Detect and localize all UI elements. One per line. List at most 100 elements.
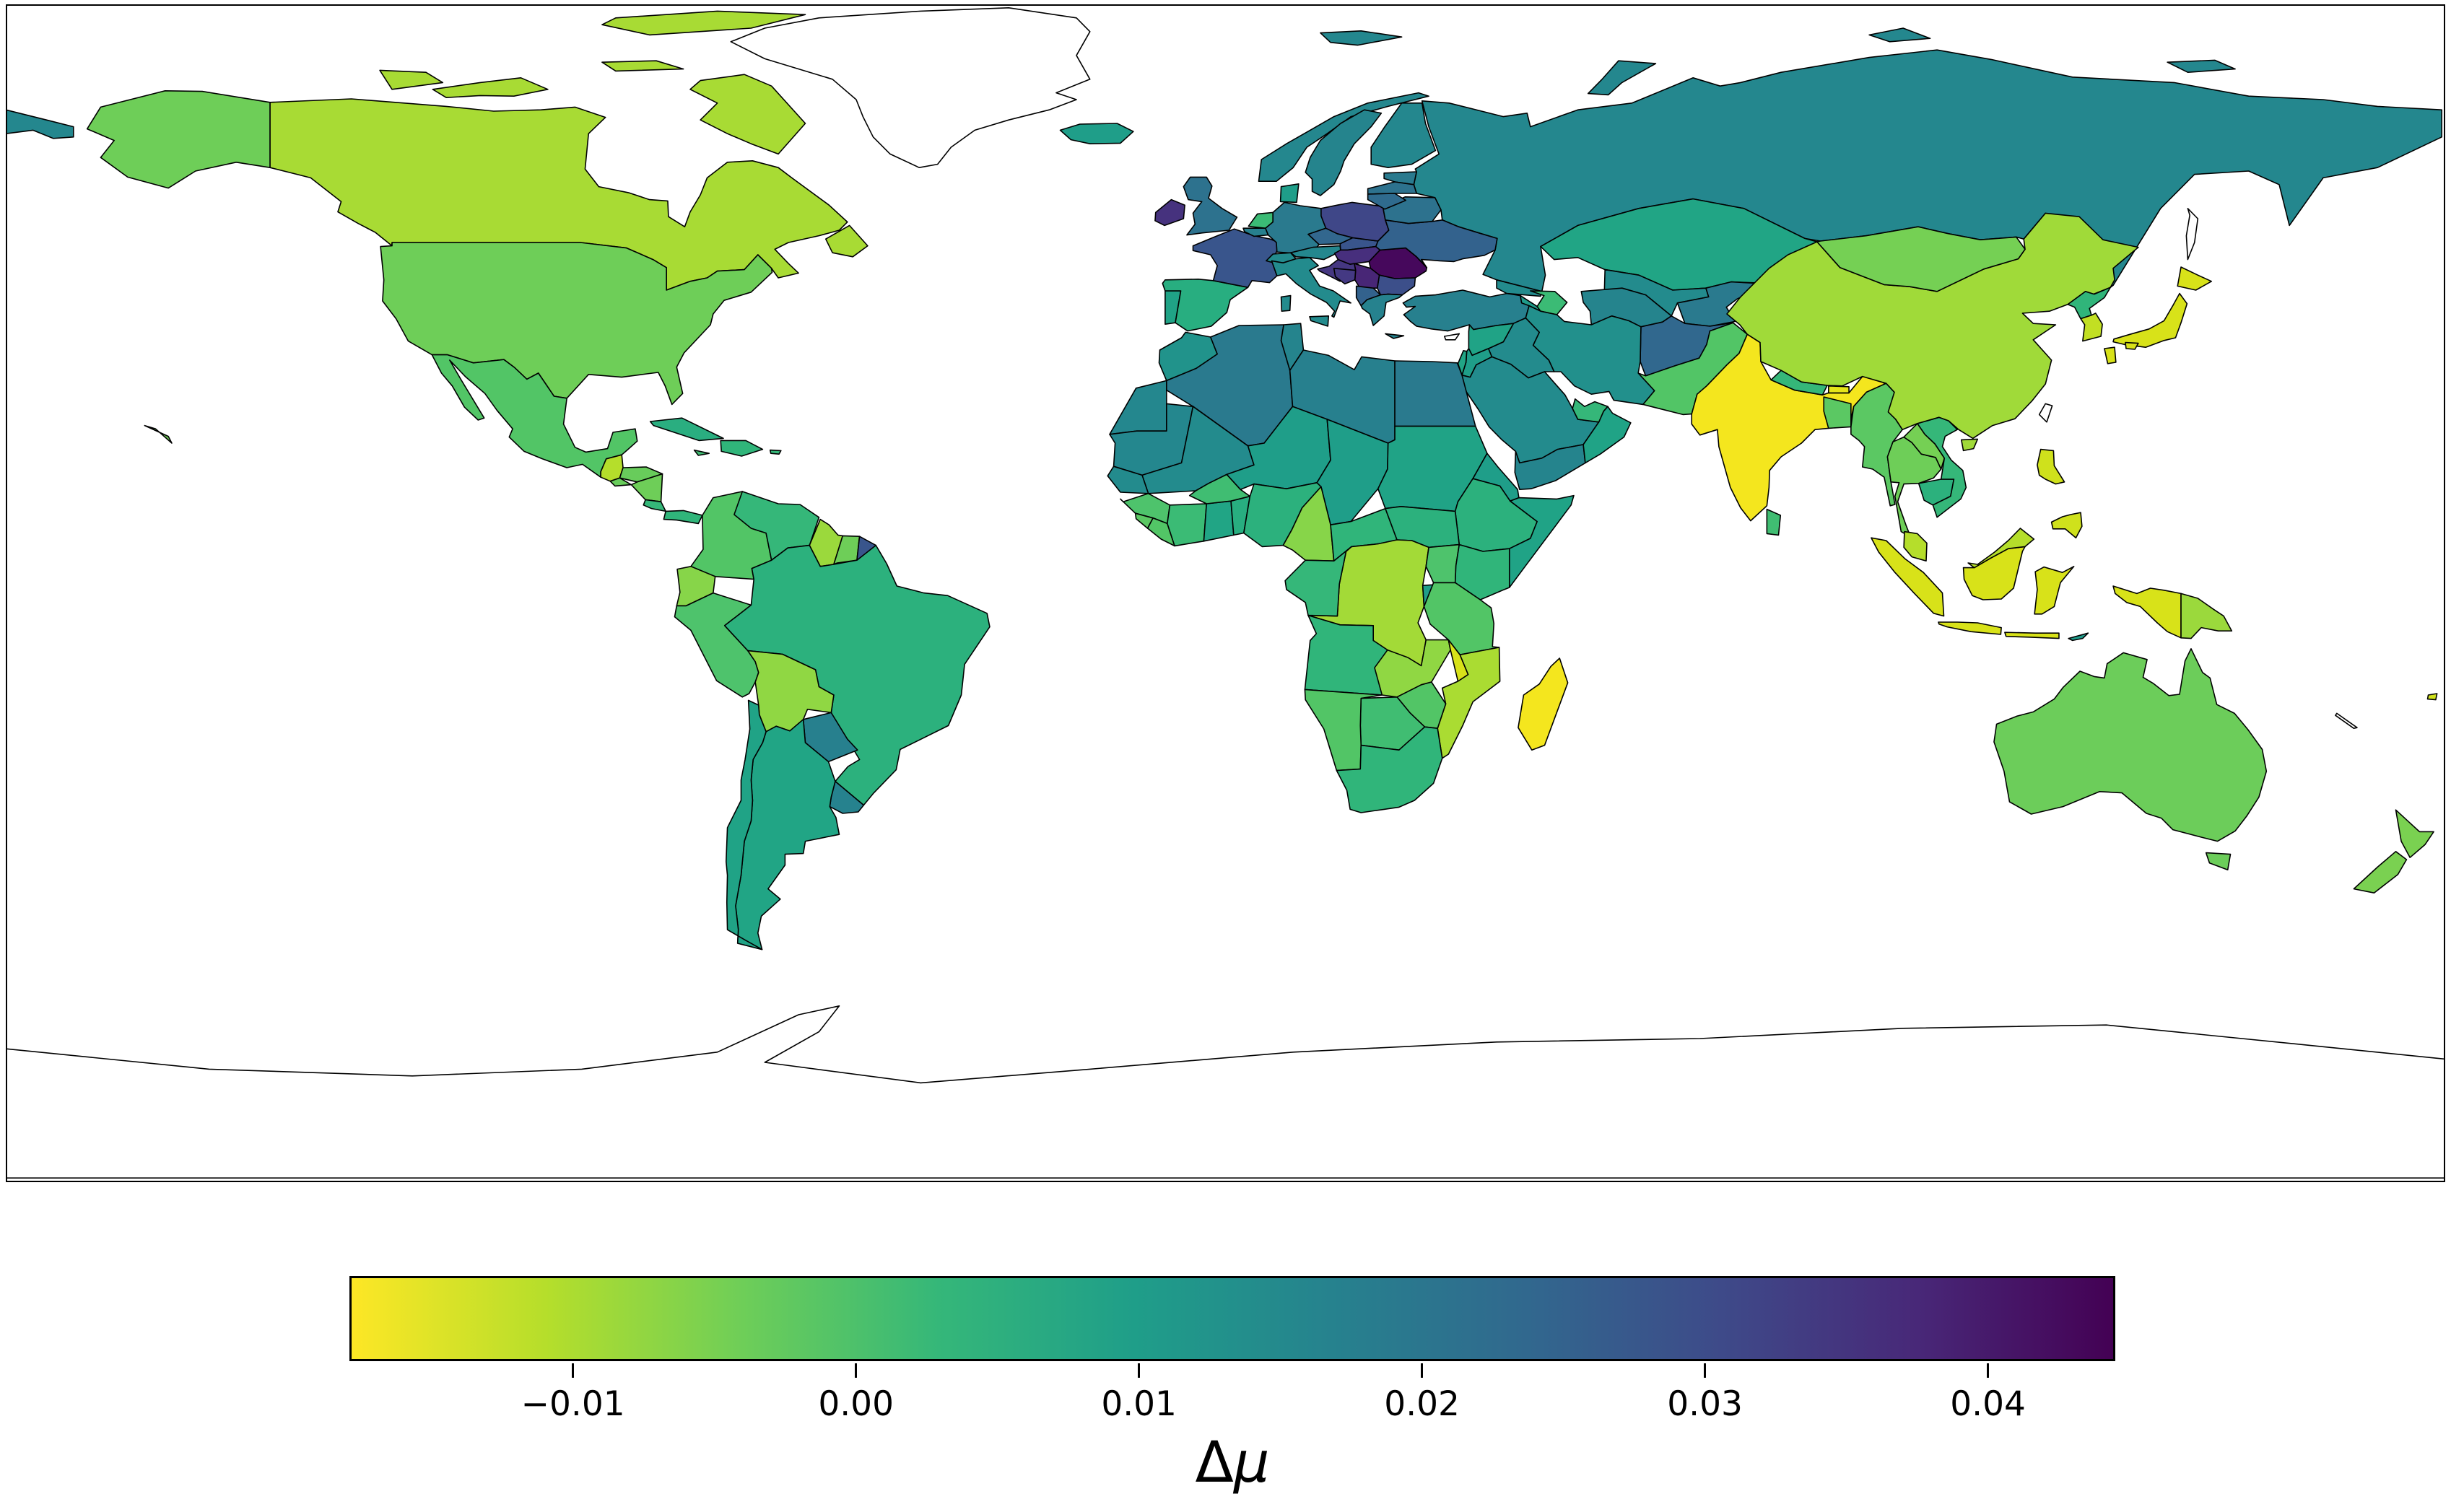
- world-map: [6, 4, 2445, 1182]
- country-malaysia: [1903, 530, 1928, 561]
- country-canada: [824, 224, 868, 258]
- map-frame: [6, 4, 2445, 1182]
- colorbar-tick: [1704, 1363, 1707, 1378]
- country-south-africa: [1336, 726, 1443, 813]
- country-russia: [1587, 60, 1657, 96]
- country-congo-and-gabon: [1284, 546, 1352, 617]
- country-syria: [1468, 323, 1515, 357]
- country-ghana: [1203, 500, 1235, 542]
- country-japan: [2125, 341, 2139, 350]
- country-australia: [1993, 648, 2268, 842]
- country-fiji: [2426, 693, 2438, 701]
- country-ireland: [1154, 198, 1185, 227]
- country-sakhalin: [2185, 208, 2199, 261]
- country-canada: [601, 10, 806, 36]
- country-cyprus: [1443, 333, 1460, 341]
- country-somalia: [1508, 494, 1575, 588]
- country-philippines: [2037, 448, 2065, 485]
- country-greenland: [730, 7, 1091, 168]
- country-bulgaria: [1376, 274, 1416, 296]
- country-kenya: [1454, 543, 1510, 600]
- country-united-states: [144, 424, 173, 444]
- country-russia: [1413, 49, 2443, 292]
- country-papua-new-guinea: [2180, 593, 2233, 639]
- colorbar-tick-label: 0.00: [818, 1384, 894, 1424]
- country-greece: [1360, 293, 1403, 326]
- country-western-sahara: [1109, 380, 1167, 435]
- colorbar-tick-label: 0.04: [1950, 1384, 2026, 1424]
- country-bosnia-and-herzegovina: [1333, 268, 1357, 285]
- country-ivory-coast: [1167, 503, 1208, 547]
- country-iceland: [1059, 123, 1134, 144]
- country-norway: [1320, 30, 1403, 46]
- country-madagascar: [1518, 657, 1569, 751]
- country-japan: [2104, 346, 2117, 364]
- country-italy: [1280, 294, 1292, 312]
- country-indonesia: [2112, 585, 2182, 639]
- country-new-caledonia: [2335, 712, 2358, 729]
- country-china: [1960, 438, 1979, 452]
- colorbar-gradient: [349, 1276, 2115, 1361]
- country-tanzania: [1423, 582, 1500, 655]
- country-malaysia: [1967, 528, 2035, 569]
- country-united-states: [86, 90, 271, 189]
- country-zambia: [1374, 639, 1451, 698]
- country-russia: [2167, 59, 2236, 73]
- country-indonesia: [2034, 566, 2075, 615]
- colorbar-tick: [1138, 1363, 1141, 1378]
- country-bangladesh: [1823, 396, 1852, 429]
- country-sri-lanka: [1766, 508, 1782, 536]
- country-united-arab-emirates-and-qatar: [1572, 398, 1608, 423]
- country-japan: [2112, 292, 2188, 348]
- country-senegal: [1107, 466, 1149, 494]
- country-cuba: [649, 417, 724, 442]
- country-canada: [601, 60, 684, 72]
- country-denmark: [1279, 183, 1299, 204]
- colorbar-tick-label: 0.02: [1384, 1384, 1460, 1424]
- country-australia: [2205, 852, 2232, 870]
- country-chile: [725, 699, 767, 951]
- country-japan: [2177, 266, 2213, 291]
- country-antarctica: [6, 1005, 2445, 1179]
- country-south-korea: [2080, 313, 2103, 342]
- country-lithuania: [1367, 193, 1406, 210]
- colorbar-tick-label: 0.01: [1101, 1384, 1177, 1424]
- country-hispaniola: [720, 440, 764, 457]
- country-ukraine: [1375, 219, 1498, 268]
- country-italy: [1309, 315, 1330, 327]
- country-costa-rica: [643, 499, 666, 512]
- country-france: [1192, 228, 1281, 288]
- country-indonesia: [1938, 621, 2002, 635]
- country-canada: [689, 74, 806, 155]
- country-greece: [1385, 333, 1405, 339]
- country-jamaica: [693, 449, 710, 456]
- country-shapes: [6, 7, 2445, 1179]
- country-russia: [6, 109, 74, 139]
- country-mongolia: [1816, 226, 2026, 292]
- country-finland: [1370, 102, 1437, 168]
- country-puerto-rico: [769, 449, 782, 455]
- country-vietnam: [1917, 416, 1967, 518]
- colorbar-tick-label: −0.01: [521, 1384, 625, 1424]
- country-indonesia: [1871, 537, 1945, 617]
- country-north-korea: [2067, 287, 2112, 320]
- country-new-zealand: [2395, 809, 2434, 858]
- country-russia: [1868, 27, 1931, 43]
- country-philippines: [2050, 512, 2083, 538]
- country-canada: [379, 69, 444, 90]
- country-uganda: [1425, 543, 1460, 584]
- country-indonesia: [2004, 632, 2060, 639]
- country-united-kingdom: [1183, 176, 1238, 236]
- country-bhutan: [1827, 385, 1850, 394]
- colorbar-tick: [855, 1363, 858, 1378]
- colorbar-tick: [1421, 1363, 1424, 1378]
- country-latvia: [1367, 181, 1417, 195]
- colorbar-tick: [572, 1363, 575, 1378]
- country-norway: [1258, 92, 1429, 182]
- country-canada: [432, 77, 549, 98]
- country-east-timor: [2068, 632, 2089, 642]
- country-georgia: [1496, 279, 1543, 297]
- colorbar-label-delta: Δ: [1195, 1430, 1234, 1495]
- country-austria: [1289, 245, 1341, 261]
